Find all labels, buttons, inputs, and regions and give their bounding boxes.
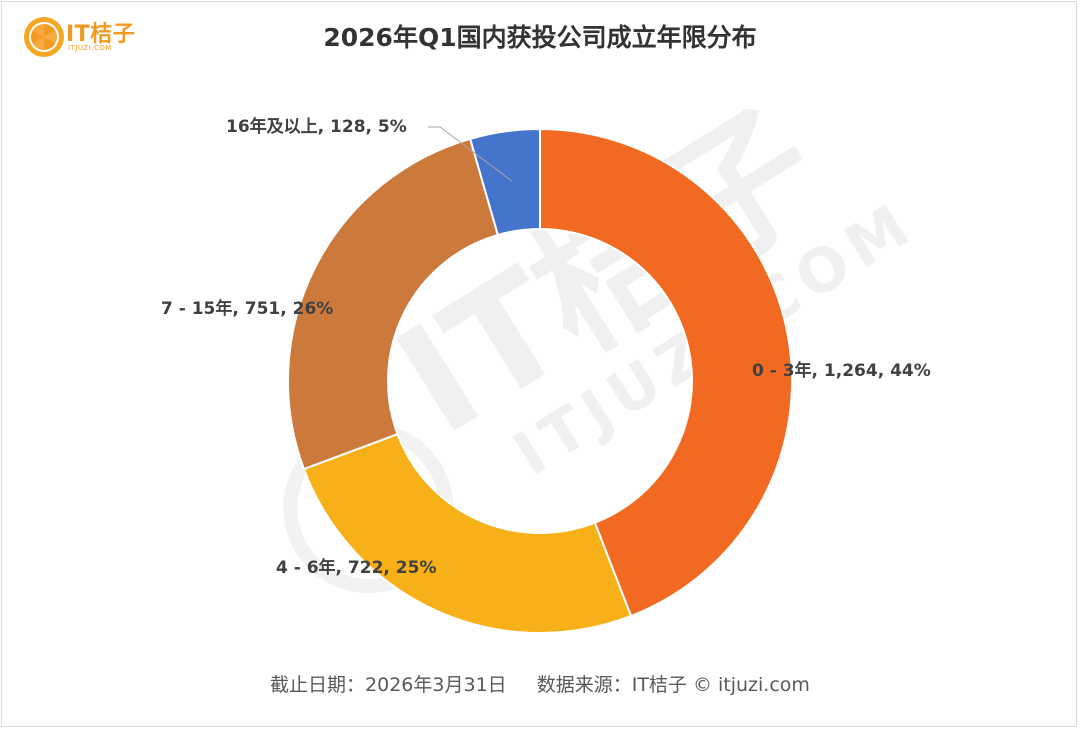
footer: 截止日期：2026年3月31日 数据来源：IT桔子 © itjuzi.com — [0, 670, 1080, 697]
leader-line-3 — [428, 126, 513, 182]
orange-logo-icon — [24, 17, 64, 57]
data-labels: 0 - 3年, 1,264, 44% 4 - 6年, 722, 25% 7 - 15… — [161, 116, 931, 578]
leader-lines — [428, 126, 513, 182]
data-label-2: 7 - 15年, 751, 26% — [161, 298, 333, 319]
logo-text: IT桔子 — [66, 22, 136, 47]
data-label-3: 16年及以上, 128, 5% — [226, 116, 407, 137]
footer-source: 数据来源：IT桔子 © itjuzi.com — [536, 674, 810, 696]
chart-title: 2026年Q1国内获投公司成立年限分布 — [323, 23, 757, 52]
donut-slice-0 — [539, 127, 793, 618]
donut-slice-1 — [302, 432, 633, 634]
data-label-1: 4 - 6年, 722, 25% — [276, 557, 436, 578]
donut-slice-2 — [287, 137, 500, 471]
donut-slices — [287, 127, 793, 634]
footer-date: 截止日期：2026年3月31日 — [270, 674, 507, 696]
logo-subtext: ITJUZI.COM — [68, 44, 112, 52]
donut-slice-3 — [468, 127, 541, 237]
data-label-0: 0 - 3年, 1,264, 44% — [752, 360, 931, 381]
